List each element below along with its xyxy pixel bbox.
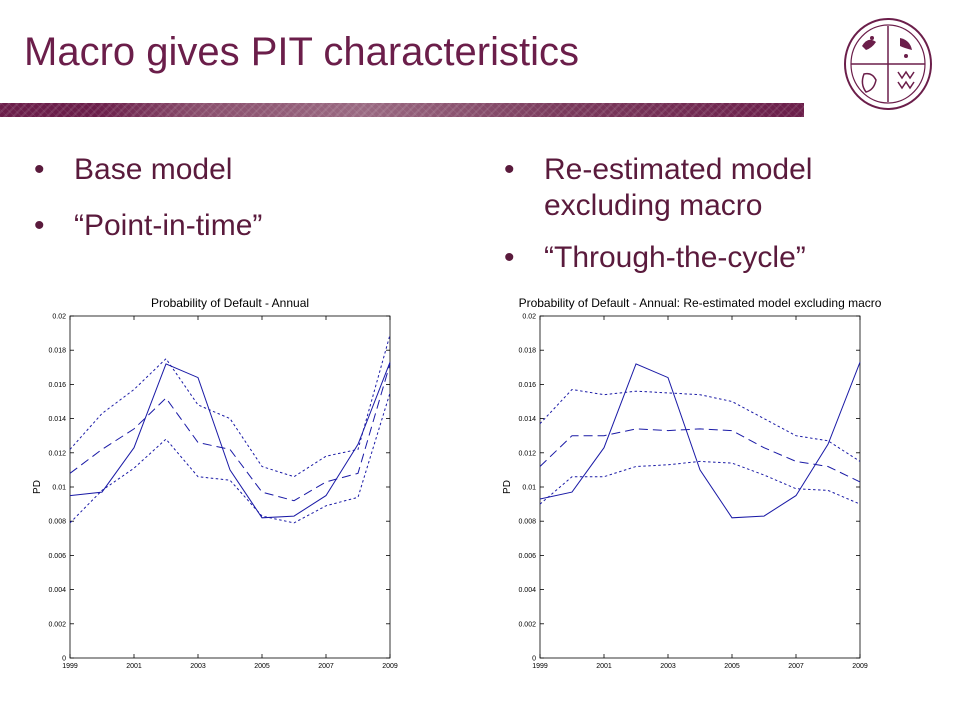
y-tick-label: 0.014 — [48, 416, 66, 423]
x-tick-label: 2003 — [660, 663, 676, 670]
pd-chart-base-model: Probability of Default - Annual 0 0.002 0.0… — [32, 296, 398, 670]
y-tick-label: 0 — [62, 656, 66, 663]
y-axis-label: PD — [502, 480, 513, 494]
x-tick-label: 1999 — [62, 663, 78, 670]
chart-title: Probability of Default - Annual: Re-esti… — [519, 296, 882, 310]
y-tick-label: 0.004 — [48, 587, 66, 594]
y-tick-label: 0.008 — [48, 519, 66, 526]
series-line-dotted — [539, 460, 861, 505]
y-tick-label: 0.006 — [48, 553, 66, 560]
x-tick-label: 2005 — [254, 663, 270, 670]
x-tick-label: 2003 — [190, 663, 206, 670]
right-bullet-list: Re-estimated model excluding macro “Thro… — [504, 152, 904, 292]
pd-chart-reestimated-model: Probability of Default - Annual: Re-esti… — [502, 296, 882, 670]
series-line-dotted — [69, 392, 391, 524]
bullet-item: Re-estimated model excluding macro — [504, 152, 904, 224]
series-line-solid — [539, 362, 861, 519]
y-tick-label: 0.02 — [522, 314, 536, 321]
plot-area-frame — [539, 315, 861, 659]
title-banner — [0, 103, 804, 117]
left-bullet-list: Base model “Point-in-time” — [34, 152, 434, 264]
x-tick-label: 1999 — [532, 663, 548, 670]
slide-title: Macro gives PIT characteristics — [24, 30, 579, 74]
y-tick-label: 0.002 — [518, 621, 536, 628]
y-axis-label: PD — [32, 480, 43, 494]
y-tick-label: 0.008 — [518, 519, 536, 526]
series-line-dotted — [69, 334, 391, 478]
x-tick-label: 2009 — [382, 663, 398, 670]
y-tick-label: 0.018 — [518, 348, 536, 355]
y-tick-label: 0.012 — [518, 450, 536, 457]
x-tick-label: 2001 — [126, 663, 142, 670]
chart-title: Probability of Default - Annual — [151, 296, 309, 310]
plot-area-frame — [69, 315, 391, 659]
x-tick-label: 2007 — [788, 663, 804, 670]
y-tick-label: 0.016 — [48, 382, 66, 389]
y-tick-label: 0.004 — [518, 587, 536, 594]
series-line-dotted — [539, 388, 861, 462]
x-tick-label: 2009 — [852, 663, 868, 670]
x-tick-label: 2001 — [596, 663, 612, 670]
series-line-solid — [69, 362, 391, 519]
y-tick-label: 0 — [532, 656, 536, 663]
y-tick-label: 0.01 — [522, 485, 536, 492]
y-tick-label: 0.02 — [52, 314, 66, 321]
y-tick-label: 0.014 — [518, 416, 536, 423]
x-tick-label: 2005 — [724, 663, 740, 670]
y-tick-label: 0.012 — [48, 450, 66, 457]
y-tick-label: 0.006 — [518, 553, 536, 560]
bullet-item: “Through-the-cycle” — [504, 240, 904, 276]
y-tick-label: 0.018 — [48, 348, 66, 355]
y-tick-label: 0.016 — [518, 382, 536, 389]
series-line-dashed — [69, 363, 391, 502]
y-tick-label: 0.01 — [52, 485, 66, 492]
x-tick-label: 2007 — [318, 663, 334, 670]
series-line-dashed — [539, 428, 861, 483]
university-crest-icon — [844, 18, 932, 110]
bullet-item: Base model — [34, 152, 434, 188]
y-tick-label: 0.002 — [48, 621, 66, 628]
bullet-item: “Point-in-time” — [34, 208, 434, 244]
